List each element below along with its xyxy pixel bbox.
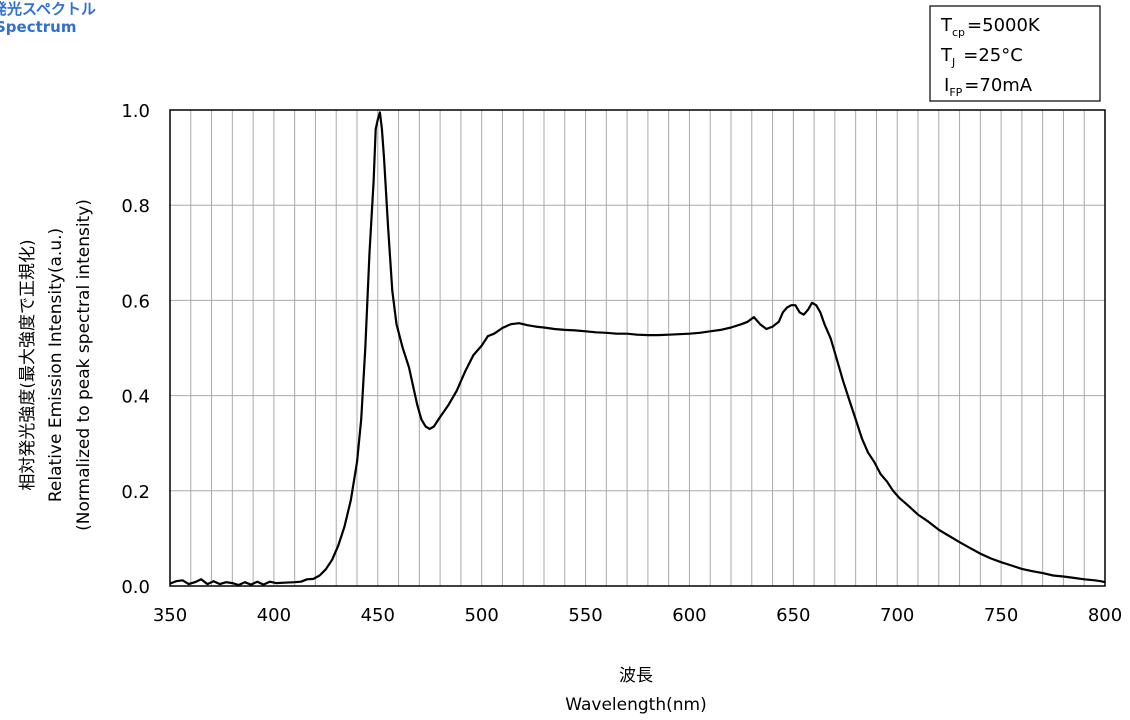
y-tick-label: 0.6 bbox=[121, 291, 150, 312]
x-tick-label: 800 bbox=[1088, 605, 1122, 626]
grid-lines bbox=[170, 110, 1105, 586]
plot-frame bbox=[169, 109, 1106, 587]
x-tick-label: 600 bbox=[672, 605, 706, 626]
x-tick-label: 400 bbox=[257, 605, 291, 626]
x-tick-label: 500 bbox=[464, 605, 498, 626]
x-tick-label: 350 bbox=[153, 605, 187, 626]
x-tick-label: 750 bbox=[984, 605, 1018, 626]
x-tick-label: 450 bbox=[361, 605, 395, 626]
condition-tj: TJ =25°C bbox=[940, 45, 1023, 69]
y-tick-label: 1.0 bbox=[121, 101, 150, 122]
x-axis-label: Wavelength(nm) bbox=[565, 695, 706, 715]
conditions-frame bbox=[929, 5, 1101, 102]
y-axis-label-ja: 相対発光強度(最大強度で正規化) bbox=[18, 239, 38, 490]
x-axis-tick-labels: 350 400 450 500 550 600 650 700 750 800 bbox=[153, 605, 1122, 626]
chart-title-ja: 発光スペクトル bbox=[0, 0, 96, 18]
x-tick-label: 650 bbox=[776, 605, 810, 626]
chart-title-en: Spectrum bbox=[0, 18, 77, 36]
y-axis-tick-labels: 0.0 0.2 0.4 0.6 0.8 1.0 bbox=[121, 101, 150, 598]
x-tick-label: 550 bbox=[568, 605, 602, 626]
conditions-box: Tcp =5000K TJ =25°C IFP =70mA bbox=[929, 5, 1101, 102]
y-axis-label-en: Relative Emission Intensity(a.u.) bbox=[46, 228, 66, 502]
y-tick-label: 0.8 bbox=[121, 196, 150, 217]
y-axis-label: 相対発光強度(最大強度で正規化) Relative Emission Inten… bbox=[18, 199, 94, 531]
condition-ifp: IFP =70mA bbox=[944, 75, 1033, 99]
spectrum-line bbox=[169, 111, 1106, 587]
y-tick-label: 0.4 bbox=[121, 387, 150, 408]
chart-title: 発光スペクトル Spectrum bbox=[0, 0, 96, 36]
x-tick-label: 700 bbox=[880, 605, 914, 626]
x-axis-label-ja: 波長 bbox=[619, 666, 653, 686]
y-axis-label-note: (Normalized to peak spectral intensity) bbox=[74, 199, 94, 531]
y-tick-label: 0.0 bbox=[121, 577, 150, 598]
condition-tcp: Tcp =5000K bbox=[940, 15, 1041, 39]
y-tick-label: 0.2 bbox=[121, 482, 150, 503]
